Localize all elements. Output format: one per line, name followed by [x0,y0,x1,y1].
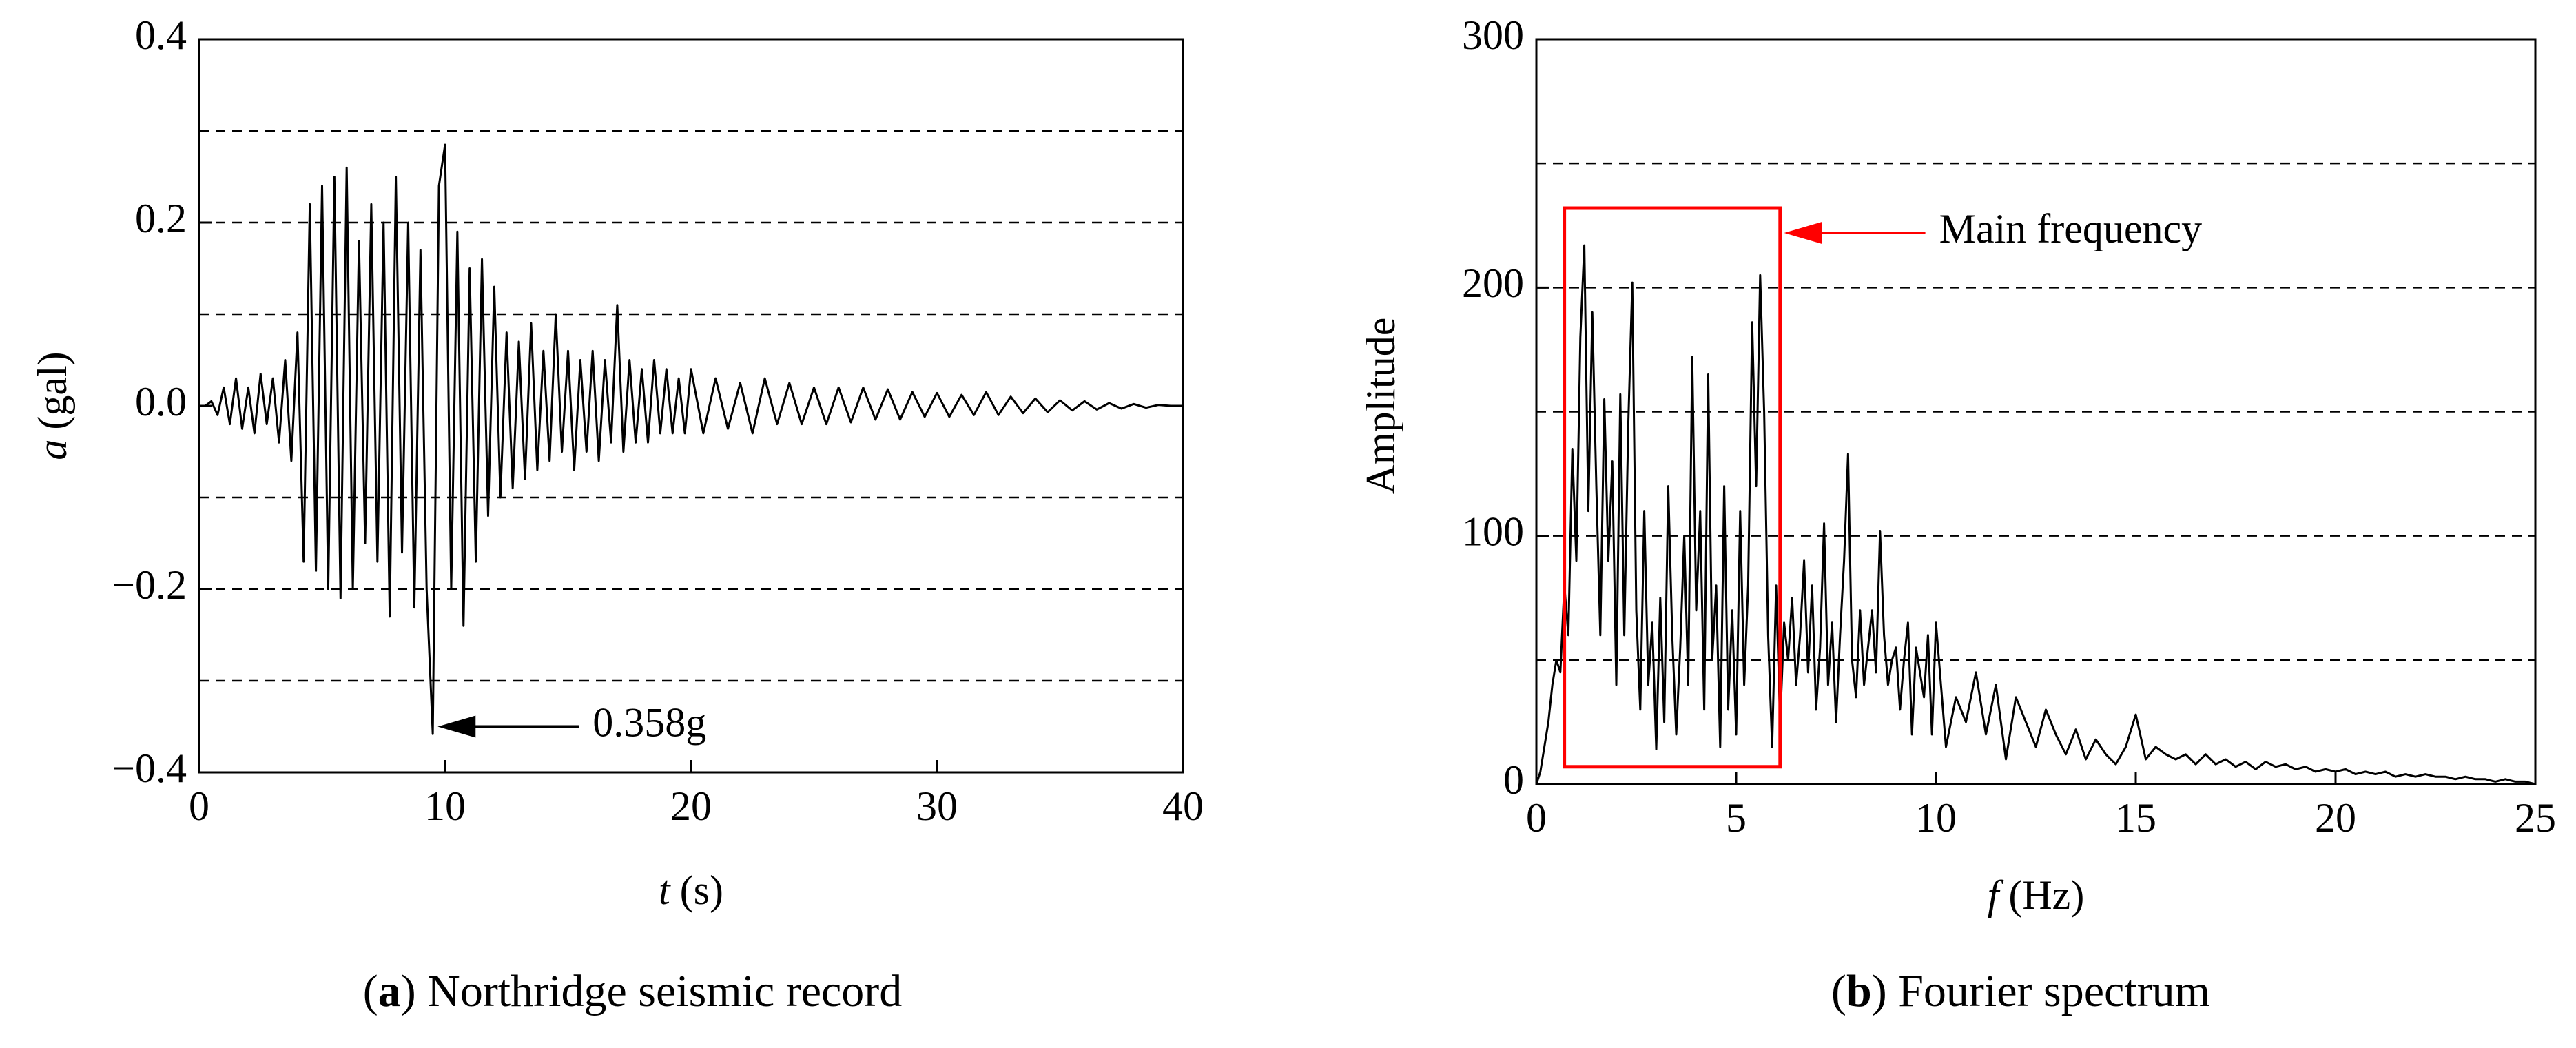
x-tick-label: 40 [1162,783,1204,829]
annotation-arrowhead [1784,222,1822,245]
y-axis-label: a (gal) [30,351,75,460]
x-axis-label: f (Hz) [1988,872,2085,918]
y-tick-label: 100 [1462,508,1524,554]
y-tick-label: 200 [1462,260,1524,306]
y-tick-label: 300 [1462,12,1524,58]
x-axis-symbol: t [659,867,671,913]
y-tick-label: 0.2 [135,196,187,241]
caption: (b) Fourier spectrum [1831,966,2210,1016]
x-tick-label: 0 [189,783,209,829]
annotation-text: Main frequency [1939,206,2203,251]
annotation-arrowhead [437,715,476,738]
data-line [1535,244,2536,785]
y-tick-label: −0.4 [112,746,187,791]
x-axis-unit: (Hz) [2008,872,2084,918]
x-tick-label: 20 [670,783,712,829]
x-tick-label: 0 [1526,795,1547,841]
x-axis-unit: (s) [680,867,723,913]
plot-frame [198,38,1184,774]
caption-text: ) Northridge seismic record [401,966,903,1016]
x-tick-label: 10 [424,783,466,829]
x-tick-label: 20 [2315,795,2356,841]
x-tick-label: 15 [2115,795,2156,841]
caption: (a) Northridge seismic record [363,966,903,1016]
annotation-text: 0.358g [593,699,706,745]
plot-frame [1535,38,2537,785]
y-tick-label: 0 [1503,757,1524,803]
caption-open: ( [363,966,378,1016]
y-tick-label: 0.0 [135,379,187,424]
caption-open: ( [1831,966,1846,1016]
data-line [199,143,1183,735]
x-tick-label: 30 [916,783,958,829]
caption-text: ) Fourier spectrum [1872,966,2210,1016]
x-tick-label: 10 [1915,795,1957,841]
highlight-box [1563,206,1782,769]
y-axis-unit: (gal) [30,351,75,429]
x-axis-label: t (s) [659,867,723,913]
caption-label: b [1846,966,1872,1016]
y-axis-symbol: a [30,440,75,460]
x-tick-label: 25 [2515,795,2556,841]
x-axis-symbol: f [1988,872,2004,918]
y-axis-label: Amplitude [1358,318,1403,495]
caption-label: a [378,966,401,1016]
y-tick-label: −0.2 [112,562,187,608]
x-tick-label: 5 [1726,795,1746,841]
y-tick-label: 0.4 [135,12,187,58]
